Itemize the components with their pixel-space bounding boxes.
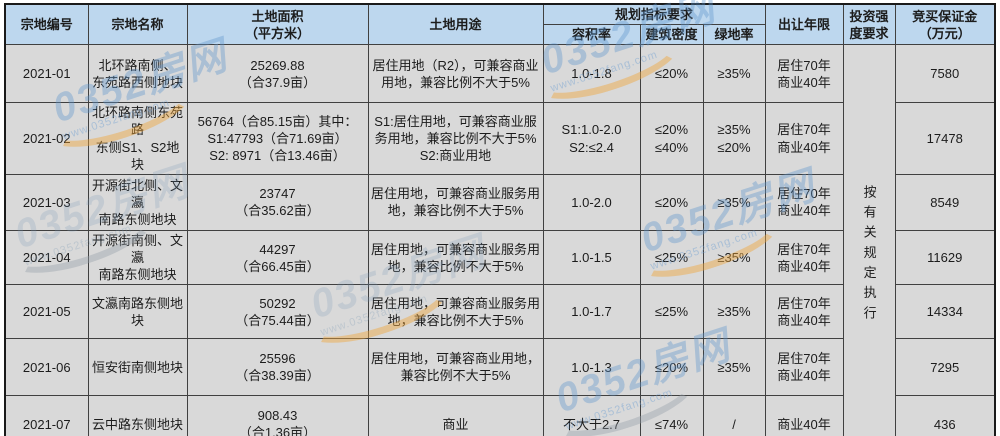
table-row: 2021-04 开源街南侧、文瀛 南路东侧地块 44297 （合66.45亩） … — [4, 229, 996, 286]
header-land-use: 土地用途 — [367, 3, 544, 46]
cell-parcel-id: 2021-03 — [4, 173, 89, 231]
cell-deposit: 8549 — [894, 173, 996, 231]
cell-green-rate: ≥35% ≤20% — [702, 102, 766, 175]
table-row: 2021-07 云中路东侧地块 908.43 （合1.36亩） 商业 不大于2.… — [4, 395, 996, 436]
cell-parcel-id: 2021-05 — [4, 284, 89, 340]
cell-land-use: 居住用地，可兼容商业服务用地，兼容比例不大于5% — [367, 229, 544, 286]
cell-deposit: 7295 — [894, 338, 996, 397]
table-row: 2021-05 文瀛南路东侧地块 50292 （合75.44亩） 居住用地，可兼… — [4, 284, 996, 340]
cell-land-use: 居住用地（R2），可兼容商业用地，兼容比例不大于5% — [367, 44, 544, 104]
cell-deposit: 17478 — [894, 102, 996, 175]
cell-parcel-name: 恒安街南侧地块 — [87, 338, 188, 397]
cell-land-use: 居住用地，可兼容商业用地，兼容比例不大于5% — [367, 338, 544, 397]
cell-land-use: S1:居住用地，可兼容商业服务用地，兼容比例不大于5% S2:商业用地 — [367, 102, 544, 175]
cell-deposit: 7580 — [894, 44, 996, 104]
header-planning-group: 规划指标要求 — [542, 3, 766, 26]
cell-plot-ratio: 不大于2.7 — [542, 395, 641, 436]
table-row: 2021-02 北环路南侧东苑路 东侧S1、S2地块 56764（合85.15亩… — [4, 102, 996, 175]
cell-tenure: 居住70年 商业40年 — [764, 284, 844, 340]
header-tenure: 出让年限 — [764, 3, 844, 46]
cell-building-density: ≤20% — [639, 338, 704, 397]
cell-green-rate: / — [702, 395, 766, 436]
cell-land-area: 25596 （合38.39亩） — [186, 338, 369, 397]
cell-land-area: 44297 （合66.45亩） — [186, 229, 369, 286]
table-header: 宗地编号 宗地名称 土地面积 （平方米） 土地用途 规划指标要求 出让年限 投资… — [4, 3, 996, 46]
cell-parcel-name: 文瀛南路东侧地块 — [87, 284, 188, 340]
cell-plot-ratio: 1.0-2.0 — [542, 173, 641, 231]
cell-plot-ratio: S1:1.0-2.0 S2:≤2.4 — [542, 102, 641, 175]
cell-building-density: ≤20% — [639, 44, 704, 104]
cell-land-use: 居住用地，可兼容商业服务用地，兼容比例不大于5% — [367, 284, 544, 340]
cell-building-density: ≤25% — [639, 229, 704, 286]
cell-land-use: 居住用地，可兼容商业服务用地，兼容比例不大于5% — [367, 173, 544, 231]
cell-plot-ratio: 1.0-1.8 — [542, 44, 641, 104]
cell-tenure: 商业40年 — [764, 395, 844, 436]
cell-building-density: ≤20% — [639, 173, 704, 231]
cell-green-rate: ≥35% — [702, 284, 766, 340]
cell-parcel-name: 开源街南侧、文瀛 南路东侧地块 — [87, 229, 188, 286]
cell-land-area: 50292 （合75.44亩） — [186, 284, 369, 340]
cell-parcel-id: 2021-06 — [4, 338, 89, 397]
header-deposit: 竞买保证金 （万元） — [894, 3, 996, 46]
table-row: 2021-01 北环路南侧、 东苑路西侧地块 25269.88 （合37.9亩）… — [4, 44, 996, 436]
cell-tenure: 居住70年 商业40年 — [764, 44, 844, 104]
header-investment: 投资强 度要求 — [842, 3, 896, 46]
cell-land-area: 908.43 （合1.36亩） — [186, 395, 369, 436]
cell-plot-ratio: 1.0-1.3 — [542, 338, 641, 397]
cell-tenure: 居住70年 商业40年 — [764, 229, 844, 286]
cell-deposit: 436 — [894, 395, 996, 436]
cell-deposit: 14334 — [894, 284, 996, 340]
header-parcel-name: 宗地名称 — [87, 3, 188, 46]
cell-parcel-id: 2021-07 — [4, 395, 89, 436]
cell-parcel-id: 2021-04 — [4, 229, 89, 286]
header-land-area: 土地面积 （平方米） — [186, 3, 369, 46]
cell-parcel-id: 2021-02 — [4, 102, 89, 175]
cell-parcel-name: 云中路东侧地块 — [87, 395, 188, 436]
header-parcel-id: 宗地编号 — [4, 3, 89, 46]
cell-land-use: 商业 — [367, 395, 544, 436]
cell-green-rate: ≥35% — [702, 44, 766, 104]
table-row: 2021-06 恒安街南侧地块 25596 （合38.39亩） 居住用地，可兼容… — [4, 338, 996, 397]
cell-green-rate: ≥35% — [702, 229, 766, 286]
cell-tenure: 居住70年 商业40年 — [764, 338, 844, 397]
cell-parcel-name: 开源街北侧、文瀛 南路东侧地块 — [87, 173, 188, 231]
cell-land-area: 25269.88 （合37.9亩） — [186, 44, 369, 104]
investment-note-text: 按有关规定执行 — [861, 184, 877, 326]
cell-green-rate: ≥35% — [702, 338, 766, 397]
cell-building-density: ≤74% — [639, 395, 704, 436]
cell-plot-ratio: 1.0-1.5 — [542, 229, 641, 286]
cell-plot-ratio: 1.0-1.7 — [542, 284, 641, 340]
cell-land-area: 56764（合85.15亩）其中： S1:47793（合71.69亩） S2: … — [186, 102, 369, 175]
cell-building-density: ≤25% — [639, 284, 704, 340]
cell-building-density: ≤20% ≤40% — [639, 102, 704, 175]
investment-note-cell: 按有关规定执行 — [842, 44, 896, 436]
cell-tenure: 居住70年 商业40年 — [764, 102, 844, 175]
land-parcel-table: 宗地编号 宗地名称 土地面积 （平方米） 土地用途 规划指标要求 出让年限 投资… — [4, 3, 996, 436]
header-green-rate: 绿地率 — [702, 24, 766, 46]
cell-green-rate: ≥35% — [702, 173, 766, 231]
cell-parcel-name: 北环路南侧、 东苑路西侧地块 — [87, 44, 188, 104]
table-body: 2021-01 北环路南侧、 东苑路西侧地块 25269.88 （合37.9亩）… — [4, 44, 996, 436]
cell-deposit: 11629 — [894, 229, 996, 286]
cell-parcel-id: 2021-01 — [4, 44, 89, 104]
cell-land-area: 23747 （合35.62亩） — [186, 173, 369, 231]
table-row: 2021-03 开源街北侧、文瀛 南路东侧地块 23747 （合35.62亩） … — [4, 173, 996, 231]
header-building-density: 建筑密度 — [639, 24, 704, 46]
cell-parcel-name: 北环路南侧东苑路 东侧S1、S2地块 — [87, 102, 188, 175]
cell-tenure: 居住70年 商业40年 — [764, 173, 844, 231]
header-plot-ratio: 容积率 — [542, 24, 641, 46]
